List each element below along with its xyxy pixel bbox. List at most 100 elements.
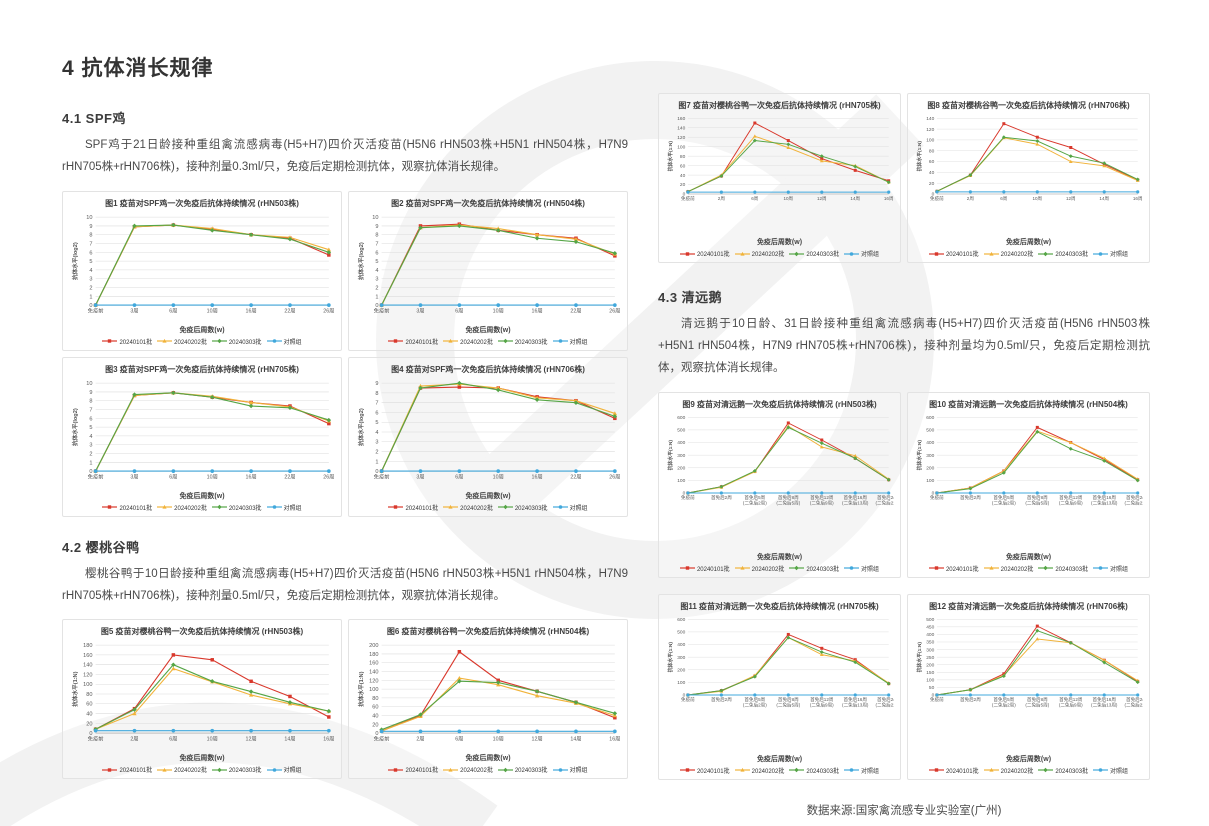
legend-item: 对照组 xyxy=(266,503,302,512)
svg-text:3周: 3周 xyxy=(416,307,424,314)
svg-text:40: 40 xyxy=(86,712,92,718)
svg-text:首免后5周(二免后2周): 首免后5周(二免后2周) xyxy=(992,696,1016,708)
legend-marker-icon xyxy=(211,504,227,510)
svg-text:3: 3 xyxy=(375,276,378,282)
legend-item: 20240202批 xyxy=(983,564,1033,573)
legend-label: 对照组 xyxy=(861,566,880,573)
svg-text:免疫前: 免疫前 xyxy=(681,696,695,703)
chart-legend: 20240101批 20240202批 20240303批 对照组 xyxy=(665,564,894,573)
chart-plot: 0 20 40 60 80 100 120 140 抗体水平(1:N) 免疫前 2周 6周 10周 12周… xyxy=(914,113,1143,236)
svg-text:2周: 2周 xyxy=(967,196,974,202)
svg-text:免疫前: 免疫前 xyxy=(88,306,104,314)
svg-text:180: 180 xyxy=(83,643,92,649)
svg-text:免疫前: 免疫前 xyxy=(374,472,390,480)
plot-svg: 0 1 2 3 4 5 6 7 8 9 10 抗体水平(log2) 免疫前 3周 6周 10周 16周 22周 26… xyxy=(71,381,334,480)
svg-text:6周: 6周 xyxy=(169,473,177,480)
svg-text:12周: 12周 xyxy=(532,736,543,743)
chart-plot: 0 20 40 60 80 100 120 140 160 180 抗体水平(1:N) 免疫前 2周 6周… xyxy=(69,639,335,752)
svg-text:180: 180 xyxy=(369,652,378,658)
svg-text:抗体水平(1:N): 抗体水平(1:N) xyxy=(357,672,365,707)
legend-item: 20240202批 xyxy=(157,337,207,346)
svg-text:6周: 6周 xyxy=(455,307,463,314)
svg-text:500: 500 xyxy=(926,616,934,622)
svg-text:400: 400 xyxy=(926,440,934,446)
legend-marker-icon xyxy=(983,251,999,256)
x-axis-label: 免疫后周数(w) xyxy=(756,553,803,561)
svg-text:首免后12周(二免后9周): 首免后12周(二免后9周) xyxy=(1059,494,1083,506)
legend-label: 对照组 xyxy=(1110,566,1129,573)
legend-label: 20240101批 xyxy=(696,566,730,573)
svg-text:9: 9 xyxy=(89,390,92,396)
svg-text:400: 400 xyxy=(677,642,685,648)
chart-fig1: 图1 疫苗对SPF鸡一次免疫后抗体持续情况 (rHN503株) 0 1 2 3 4 5 6 7… xyxy=(62,190,342,351)
legend-label: 20240101批 xyxy=(405,768,439,775)
legend-item: 20240101批 xyxy=(928,249,979,258)
legend-label: 对照组 xyxy=(861,252,880,258)
legend-label: 20240303批 xyxy=(806,566,840,573)
chart-plot: 0 1 2 3 4 5 6 7 8 9 抗体水平(log2) 免疫前 3周 6周 10周 16周 22周 26周 xyxy=(355,377,621,490)
legend-item: 20240101批 xyxy=(928,564,979,573)
svg-text:2周: 2周 xyxy=(718,196,725,202)
svg-text:1: 1 xyxy=(89,460,92,466)
svg-text:2周: 2周 xyxy=(130,736,138,743)
svg-text:4: 4 xyxy=(89,434,92,440)
svg-text:22周: 22周 xyxy=(284,473,295,480)
x-axis-label: 免疫后周数(w) xyxy=(1005,553,1052,561)
svg-text:9: 9 xyxy=(89,224,92,230)
legend-marker-icon xyxy=(679,768,695,772)
chart-fig6: 图6 疫苗对樱桃谷鸭一次免疫后抗体持续情况 (rHN504株) 0 20 40 60 8… xyxy=(348,619,628,780)
svg-text:12周: 12周 xyxy=(246,736,257,743)
legend-item: 对照组 xyxy=(552,337,588,346)
chart-title: 图9 疫苗对清远鹅一次免疫后抗体持续情况 (rHN503株) xyxy=(682,399,877,409)
legend-marker-icon xyxy=(734,565,750,570)
svg-text:600: 600 xyxy=(677,616,685,622)
svg-text:120: 120 xyxy=(677,135,685,141)
chart-plot: 0 100 200 300 400 500 600 抗体水平(1:N) 免疫前 首免后2周 首免后5… xyxy=(914,412,1143,551)
svg-text:6周: 6周 xyxy=(455,473,463,480)
svg-text:40: 40 xyxy=(372,714,378,720)
svg-text:16周: 16周 xyxy=(532,307,543,314)
svg-text:10周: 10周 xyxy=(493,307,504,314)
svg-text:9: 9 xyxy=(375,381,378,387)
svg-text:8: 8 xyxy=(375,391,378,397)
legend-label: 20240101批 xyxy=(696,768,730,775)
svg-text:0: 0 xyxy=(89,303,92,309)
legend-item: 对照组 xyxy=(266,337,302,346)
legend-marker-icon xyxy=(1093,768,1109,772)
svg-text:免疫前: 免疫前 xyxy=(681,195,695,202)
svg-text:5: 5 xyxy=(89,425,92,431)
legend-item: 20240202批 xyxy=(734,766,784,775)
legend-marker-icon xyxy=(679,251,695,256)
legend-label: 20240303批 xyxy=(1055,252,1089,258)
legend-label: 20240202批 xyxy=(460,768,493,775)
svg-text:300: 300 xyxy=(677,452,685,458)
x-axis-label: 免疫后周数(w) xyxy=(1005,239,1052,246)
legend-item: 对照组 xyxy=(1093,564,1128,573)
svg-text:50: 50 xyxy=(929,685,935,691)
svg-text:60: 60 xyxy=(929,159,935,165)
svg-text:抗体水平(1:N): 抗体水平(1:N) xyxy=(71,672,79,707)
chart-legend: 20240101批 20240202批 20240303批 对照组 xyxy=(914,766,1143,775)
legend-label: 对照组 xyxy=(861,768,880,775)
legend-item: 对照组 xyxy=(266,765,302,774)
svg-text:160: 160 xyxy=(369,661,378,667)
chart-legend: 20240101批 20240202批 20240303批 对照组 xyxy=(355,503,621,512)
legend-item: 20240303批 xyxy=(211,337,262,346)
svg-text:首免后8周(二免后5周): 首免后8周(二免后5周) xyxy=(776,494,800,506)
svg-text:2: 2 xyxy=(89,285,92,291)
svg-text:140: 140 xyxy=(926,116,934,122)
svg-text:16周: 16周 xyxy=(609,736,620,743)
svg-text:600: 600 xyxy=(677,414,685,420)
plot-svg: 050100150200250300350400450500抗体水平(1:N)免… xyxy=(916,616,1143,708)
legend-item: 20240101批 xyxy=(679,766,730,775)
svg-text:6: 6 xyxy=(89,416,92,422)
legend-item: 对照组 xyxy=(844,249,879,258)
legend-marker-icon xyxy=(734,251,750,256)
legend-item: 20240101批 xyxy=(102,765,152,774)
svg-text:22周: 22周 xyxy=(284,307,295,314)
chart-title: 图5 疫苗对樱桃谷鸭一次免疫后抗体持续情况 (rHN503株) xyxy=(100,627,304,637)
svg-text:120: 120 xyxy=(369,679,378,685)
